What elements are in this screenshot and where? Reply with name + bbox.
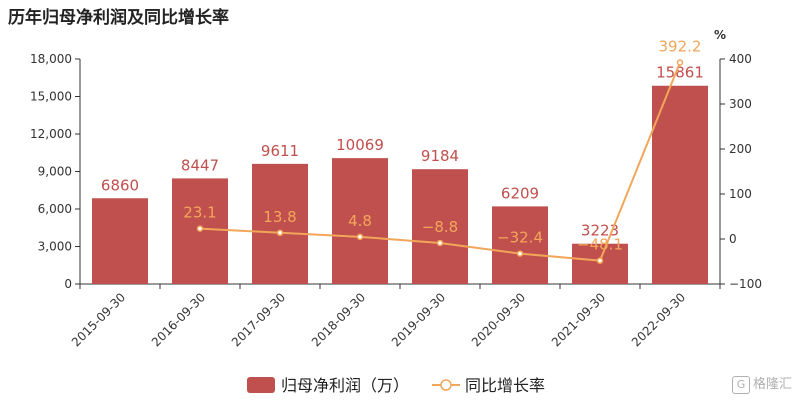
y-right-tick-label: 400 — [729, 52, 752, 66]
line-data-label: 392.2 — [659, 38, 702, 56]
x-tick-label: 2019-09-30 — [389, 290, 448, 349]
line-data-label: 4.8 — [348, 212, 372, 230]
watermark-text: 格隆汇 — [752, 377, 792, 392]
legend-line-marker — [440, 379, 452, 391]
bar-data-label: 6209 — [501, 184, 539, 202]
line-point — [356, 233, 364, 241]
legend-bar-swatch — [247, 377, 275, 393]
line-data-label: 13.8 — [263, 208, 296, 226]
bar — [92, 198, 148, 284]
y-right-tick-label: 200 — [729, 142, 752, 156]
y-right-tick-label: −100 — [729, 277, 762, 291]
line-data-label: −32.4 — [497, 229, 543, 247]
x-tick-label: 2016-09-30 — [149, 290, 208, 349]
line-data-label: −48.1 — [577, 236, 623, 254]
y-left-tick-label: 6,000 — [38, 202, 72, 216]
line-point — [676, 59, 684, 66]
y-right-tick-label: 100 — [729, 187, 752, 201]
bar — [332, 158, 388, 284]
line-point — [436, 239, 444, 247]
bar-data-label: 15861 — [656, 64, 704, 82]
bar-data-label: 6860 — [101, 176, 139, 194]
y-right-unit-label: % — [714, 28, 726, 42]
line-point — [276, 229, 284, 237]
line-point — [596, 257, 604, 264]
x-tick-label: 2017-09-30 — [229, 290, 288, 349]
line-point — [516, 250, 524, 257]
y-right-tick-label: 0 — [729, 232, 737, 246]
watermark: G 格隆汇 — [731, 373, 792, 394]
x-tick-label: 2020-09-30 — [469, 290, 528, 349]
bar — [412, 169, 468, 284]
y-left-tick-label: 18,000 — [30, 52, 72, 66]
y-left-tick-label: 9,000 — [38, 165, 72, 179]
x-tick-label: 2022-09-30 — [629, 290, 688, 349]
line-data-label: −8.8 — [422, 218, 458, 236]
bar — [492, 206, 548, 284]
bar — [652, 85, 708, 284]
y-right-tick-label: 300 — [729, 97, 752, 111]
legend-label-growth: 同比增长率 — [465, 376, 545, 395]
x-tick-label: 2021-09-30 — [549, 290, 608, 349]
y-left-tick-label: 3,000 — [38, 240, 72, 254]
bar-data-label: 10069 — [336, 136, 384, 154]
line-point — [196, 225, 204, 232]
x-tick-label: 2015-09-30 — [69, 290, 128, 349]
bar-data-label: 9184 — [421, 147, 459, 165]
bar-data-label: 8447 — [181, 156, 219, 174]
bar-data-label: 9611 — [261, 142, 299, 160]
legend-label-profit: 归母净利润（万） — [281, 376, 409, 395]
watermark-logo-icon: G — [731, 376, 750, 394]
bar — [252, 163, 308, 284]
line-data-label: 23.1 — [183, 204, 216, 222]
x-tick-label: 2018-09-30 — [309, 290, 368, 349]
y-left-tick-label: 15,000 — [30, 90, 72, 104]
chart-title: 历年归母净利润及同比增长率 — [8, 8, 229, 28]
y-left-tick-label: 0 — [64, 277, 72, 291]
y-left-tick-label: 12,000 — [30, 127, 72, 141]
